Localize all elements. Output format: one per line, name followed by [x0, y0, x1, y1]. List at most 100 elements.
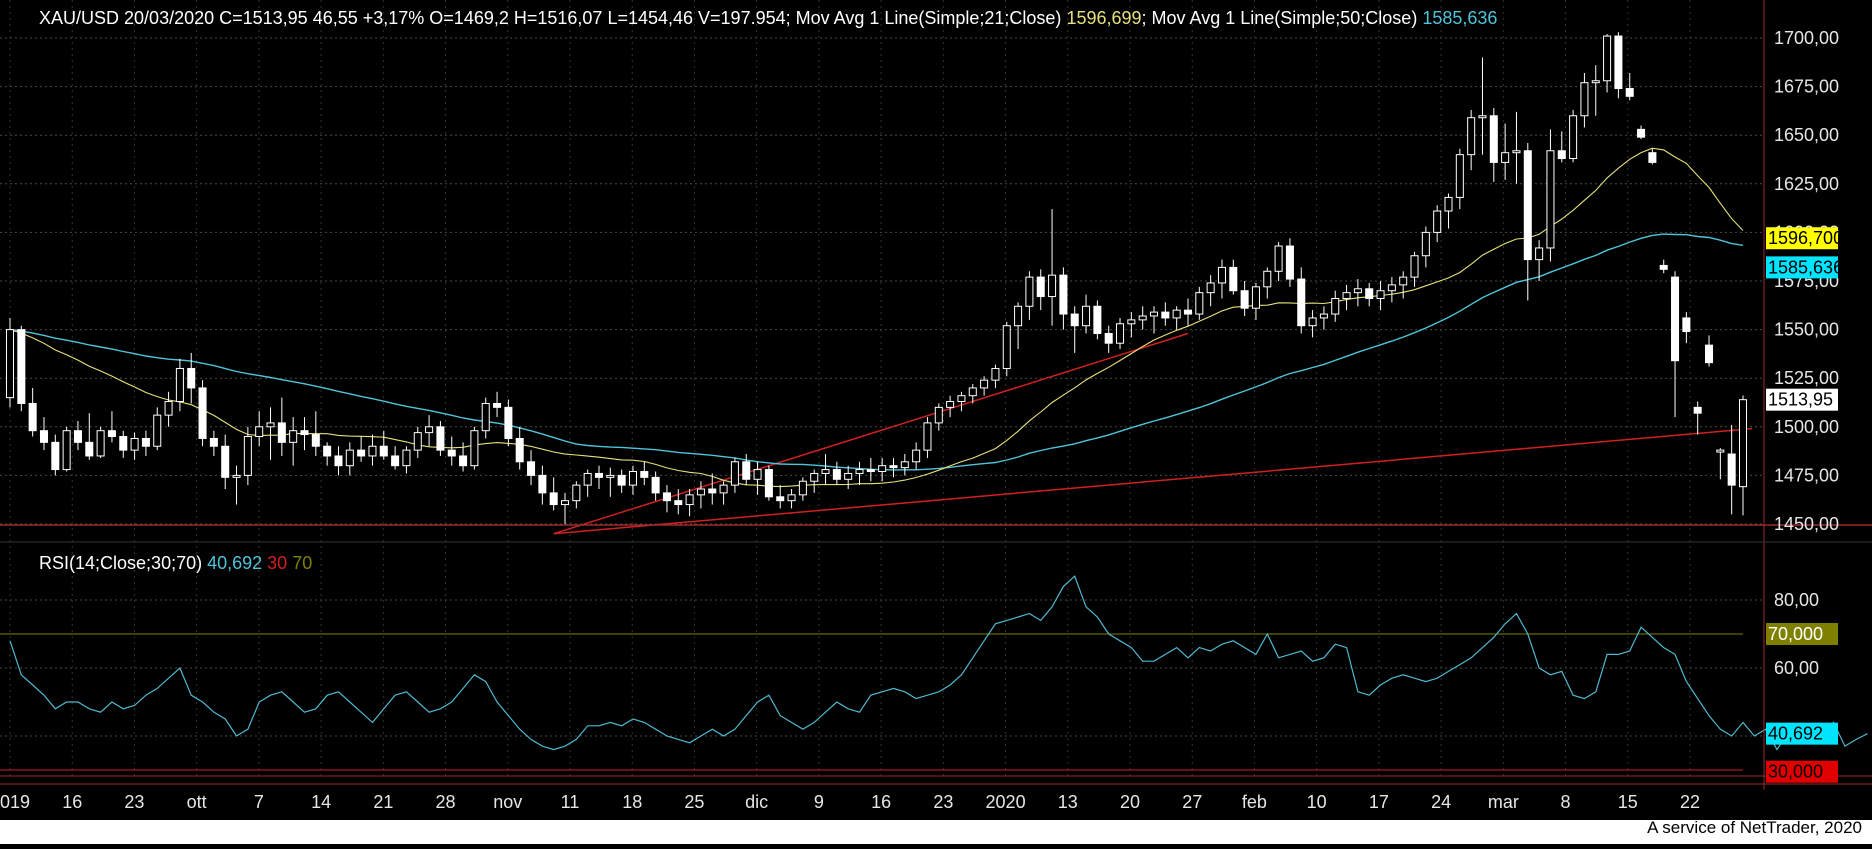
candle-down	[1059, 274, 1068, 315]
candle-up	[1172, 309, 1181, 319]
rsi-70-badge-bg	[1766, 623, 1838, 645]
candle-down	[39, 430, 48, 443]
tick-labels: 1700,001675,001650,001625,001600,001575,…	[0, 28, 1839, 812]
candle-up	[1535, 247, 1544, 261]
time-tick-label: 15	[1618, 792, 1638, 812]
candle-up	[1433, 210, 1442, 233]
time-tick-label: nov	[493, 792, 522, 812]
candle-up	[900, 461, 909, 469]
candle-down	[651, 476, 660, 494]
candle-down	[300, 430, 309, 436]
rsi-30-badge: 30,000	[1768, 762, 1823, 782]
ma21-label: ; Mov Avg 1 Line(Simple;21;Close)	[786, 8, 1067, 28]
candle-up	[810, 472, 819, 482]
candle-up	[413, 432, 422, 451]
candle-down	[549, 492, 558, 506]
candle-down	[1229, 266, 1238, 292]
candle-up	[1738, 399, 1748, 488]
candle-up	[923, 422, 932, 451]
candle-up	[1127, 319, 1136, 325]
candle-up	[402, 449, 411, 467]
candle-down	[1648, 152, 1657, 163]
candle-up	[175, 367, 184, 403]
close-badge: 1513,95	[1768, 390, 1833, 410]
ma21-value: 1596,699	[1066, 8, 1141, 28]
time-tick-label: 23	[124, 792, 144, 812]
candle-up	[1546, 150, 1555, 249]
ma21-badge: 1596,700	[1768, 228, 1843, 248]
time-tick-label: feb	[1242, 792, 1267, 812]
price-tick-label: 1675,00	[1774, 77, 1839, 97]
candle-down	[527, 461, 536, 476]
candle-down	[594, 472, 604, 478]
candle-down	[1104, 332, 1113, 344]
price-tick-label: 1625,00	[1774, 174, 1839, 194]
close-badge-bg	[1766, 388, 1838, 411]
candle-down	[1161, 311, 1170, 319]
trendline	[553, 332, 1189, 535]
candle-up	[1002, 325, 1011, 369]
candle-up	[855, 469, 864, 474]
candle-up	[5, 329, 15, 399]
candle-down	[1240, 290, 1249, 309]
candle-up	[1138, 315, 1147, 321]
candle-up	[1082, 305, 1091, 327]
rsi-value: 40,692	[207, 553, 262, 573]
candle-up	[583, 472, 592, 486]
rsi-tick-label: 80,00	[1774, 590, 1819, 610]
candle-down	[119, 436, 128, 451]
candle-down	[311, 434, 320, 447]
time-tick-label: 9	[814, 792, 824, 812]
candle-up	[912, 449, 921, 463]
time-tick-label: 25	[684, 792, 704, 812]
time-tick-label: 2020	[986, 792, 1026, 812]
candle-down	[1727, 453, 1736, 486]
candle-down	[1297, 278, 1306, 327]
time-tick-label: mar	[1488, 792, 1519, 812]
candle-up	[1206, 282, 1215, 294]
candle-up	[481, 402, 490, 432]
candle-down	[742, 461, 751, 480]
candle-up	[696, 488, 705, 496]
candle-up	[425, 426, 434, 434]
candle-up	[1410, 255, 1419, 278]
candle-down	[51, 441, 60, 471]
candle-down	[832, 469, 841, 480]
candle-up	[1274, 245, 1283, 272]
candle-up	[1580, 82, 1589, 117]
candle-down	[1365, 288, 1374, 299]
ma21-line	[9, 147, 1744, 488]
candle-down	[379, 445, 388, 457]
time-tick-label: 27	[1182, 792, 1202, 812]
time-tick-label: 7	[254, 792, 264, 812]
candle-up	[991, 367, 1000, 381]
time-tick-label: 16	[62, 792, 82, 812]
candle-up	[1569, 115, 1578, 160]
candle-up	[878, 465, 887, 473]
candle-down	[1614, 35, 1623, 90]
price-header: XAU/USD 20/03/2020 C=1513,95 46,55 +3,17…	[4, 8, 1522, 28]
candle-down	[1523, 150, 1532, 261]
candle-down	[1659, 264, 1668, 270]
candle-up	[1591, 80, 1600, 84]
candle-up	[1319, 313, 1328, 319]
candle-up	[1376, 290, 1385, 299]
price-tick-label: 1475,00	[1774, 465, 1839, 485]
candle-down	[1693, 406, 1702, 414]
candle-up	[1387, 284, 1396, 292]
candle-down	[334, 455, 343, 467]
candle-up	[164, 401, 173, 416]
candle-up	[730, 461, 739, 486]
credit-text: A service of NetTrader, 2020	[1647, 818, 1862, 837]
candle-up	[153, 414, 162, 447]
time-tick-label: 2019	[0, 792, 30, 812]
rsi-value-badge-bg	[1766, 722, 1838, 745]
candle-up	[1716, 449, 1725, 453]
candle-down	[277, 422, 286, 443]
candle-up	[1217, 266, 1226, 284]
trendline	[553, 427, 1753, 535]
candle-down	[141, 437, 150, 447]
candle-down	[662, 492, 671, 502]
trendlines	[553, 332, 1753, 535]
